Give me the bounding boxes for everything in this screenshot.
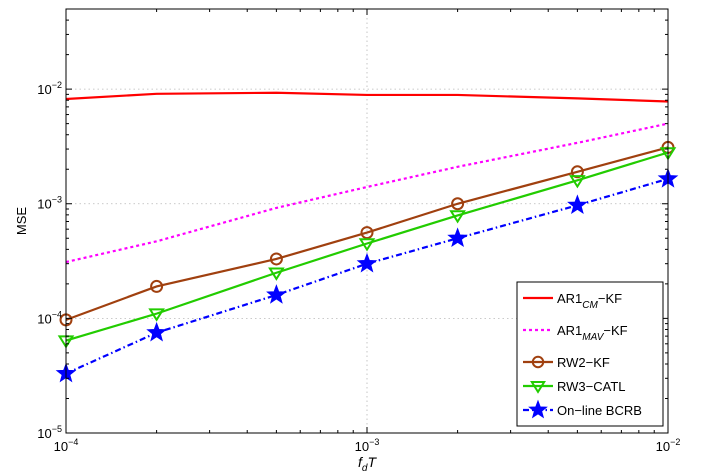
y-axis-label: MSE (14, 207, 29, 236)
series-line (65, 146, 669, 321)
x-axis-label-tail: T (367, 454, 377, 470)
legend-label: On−line BCRB (557, 403, 642, 418)
legend-label-main: RW2−KF (557, 355, 610, 370)
legend-label-main: RW3−CATL (557, 379, 626, 394)
legend-item: On−line BCRB (523, 399, 642, 419)
y-tick-label-base: 10 (37, 311, 51, 326)
x-tick-label-exponent: −3 (369, 437, 379, 447)
series-2 (59, 140, 675, 327)
data-point (360, 226, 374, 240)
x-tick-label-base: 10 (355, 439, 369, 454)
x-tick-label-base: 10 (656, 439, 670, 454)
x-tick-label-exponent: −4 (68, 437, 78, 447)
legend-marker (531, 355, 545, 369)
legend-marker (530, 380, 546, 394)
legend-label: RW2−KF (557, 355, 610, 370)
data-point (358, 238, 376, 252)
data-point (570, 165, 584, 179)
series-layer (55, 91, 679, 383)
x-tick-label-exponent: −2 (670, 437, 680, 447)
series-1 (65, 122, 669, 264)
y-tick-label-exponent: −3 (52, 195, 62, 205)
legend-label: AR1CM−KF (557, 291, 622, 311)
series-line (65, 151, 669, 342)
data-point (148, 308, 165, 322)
legend-label-tail: −KF (603, 323, 627, 338)
x-axis-label-text: fdT (358, 454, 377, 474)
y-tick-label-base: 10 (37, 197, 51, 212)
legend-label-tail: −KF (598, 291, 622, 306)
y-tick-label-exponent: −4 (52, 309, 62, 319)
legend-label-main: AR1 (557, 291, 582, 306)
y-tick-label-exponent: −5 (52, 424, 62, 434)
x-tick-label: 10−4 (54, 437, 79, 454)
y-tick-label-base: 10 (37, 426, 51, 441)
data-point (451, 197, 465, 211)
data-point (146, 321, 167, 342)
data-point (567, 194, 588, 215)
data-point (266, 284, 287, 304)
x-tick-label: 10−2 (656, 437, 681, 454)
x-tick-label: 10−3 (355, 437, 380, 454)
y-tick-label-base: 10 (37, 82, 51, 97)
legend-item: RW3−CATL (523, 379, 626, 394)
y-tick-label: 10−4 (37, 309, 62, 326)
series-0 (65, 91, 669, 103)
legend-label-subscript: MAV (582, 332, 604, 343)
y-tick-label-exponent: −2 (52, 80, 62, 90)
x-tick-label-base: 10 (54, 439, 68, 454)
data-point (356, 252, 378, 273)
legend-box (516, 281, 664, 427)
legend-label-main: AR1 (557, 323, 582, 338)
data-point (447, 227, 468, 248)
x-axis-label: fdT (358, 454, 377, 474)
series-line (65, 91, 669, 103)
x-axis-label-main: f (358, 454, 364, 470)
legend-item: RW2−KF (523, 355, 610, 370)
y-tick-label: 10−2 (37, 80, 62, 97)
legend-label-main: On−line BCRB (557, 403, 642, 418)
legend-item: AR1CM−KF (523, 291, 622, 311)
legend-label: AR1MAV−KF (557, 323, 628, 343)
legend-item: AR1MAV−KF (523, 323, 628, 343)
y-tick-label: 10−3 (37, 195, 62, 212)
data-point (269, 252, 283, 266)
y-tick-label: 10−5 (37, 424, 62, 441)
data-point (150, 279, 164, 293)
series-line (65, 122, 669, 264)
axis-ticks: 10−4 10−3 10−210−510−410−310−2 (37, 8, 681, 454)
x-axis-label-subscript: d (362, 463, 368, 474)
legend-marker (528, 399, 548, 419)
legend-label: RW3−CATL (557, 379, 626, 394)
data-point (569, 175, 586, 189)
data-point (268, 267, 285, 281)
legend-label-subscript: CM (582, 300, 598, 311)
grid (66, 9, 668, 433)
data-point (449, 210, 466, 224)
